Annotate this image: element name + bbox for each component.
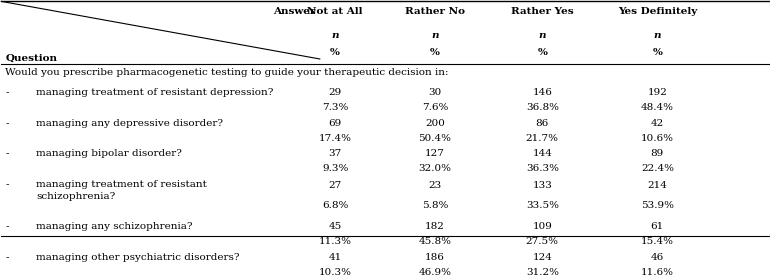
Text: 46: 46 [651, 253, 664, 262]
Text: -: - [5, 222, 8, 231]
Text: managing any schizophrenia?: managing any schizophrenia? [36, 222, 192, 231]
Text: -: - [5, 119, 8, 128]
Text: 50.4%: 50.4% [418, 134, 451, 143]
Text: 61: 61 [651, 222, 664, 231]
Text: 7.3%: 7.3% [322, 103, 348, 112]
Text: 200: 200 [425, 119, 445, 128]
Text: 31.2%: 31.2% [526, 268, 559, 275]
Text: Yes Definitely: Yes Definitely [618, 7, 697, 16]
Text: 30: 30 [428, 88, 441, 97]
Text: managing other psychiatric disorders?: managing other psychiatric disorders? [36, 253, 239, 262]
Text: Rather No: Rather No [405, 7, 465, 16]
Text: -: - [5, 180, 8, 189]
Text: 27: 27 [329, 181, 342, 190]
Text: 192: 192 [648, 88, 668, 97]
Text: Would you prescribe pharmacogenetic testing to guide your therapeutic decision i: Would you prescribe pharmacogenetic test… [5, 68, 449, 77]
Text: 37: 37 [329, 150, 342, 158]
Text: 186: 186 [425, 253, 445, 262]
Text: 36.3%: 36.3% [526, 164, 559, 173]
Text: managing any depressive disorder?: managing any depressive disorder? [36, 119, 223, 128]
Text: 22.4%: 22.4% [641, 164, 674, 173]
Text: 146: 146 [532, 88, 552, 97]
Text: Question: Question [5, 54, 57, 63]
Text: 23: 23 [428, 181, 441, 190]
Text: 27.5%: 27.5% [526, 237, 559, 246]
Text: n: n [538, 31, 546, 40]
Text: Rather Yes: Rather Yes [511, 7, 574, 16]
Text: 32.0%: 32.0% [418, 164, 451, 173]
Text: 33.5%: 33.5% [526, 201, 559, 210]
Text: 182: 182 [425, 222, 445, 231]
Text: %: % [537, 48, 547, 57]
Text: 45: 45 [329, 222, 342, 231]
Text: 109: 109 [532, 222, 552, 231]
Text: 10.3%: 10.3% [319, 268, 352, 275]
Text: 5.8%: 5.8% [422, 201, 448, 210]
Text: 48.4%: 48.4% [641, 103, 674, 112]
Text: %: % [652, 48, 662, 57]
Text: 41: 41 [329, 253, 342, 262]
Text: 9.3%: 9.3% [322, 164, 348, 173]
Text: %: % [330, 48, 340, 57]
Text: managing treatment of resistant depression?: managing treatment of resistant depressi… [36, 88, 273, 97]
Text: 124: 124 [532, 253, 552, 262]
Text: 10.6%: 10.6% [641, 134, 674, 143]
Text: n: n [331, 31, 339, 40]
Text: 15.4%: 15.4% [641, 237, 674, 246]
Text: -: - [5, 253, 8, 262]
Text: 21.7%: 21.7% [526, 134, 559, 143]
Text: 17.4%: 17.4% [319, 134, 352, 143]
Text: n: n [654, 31, 661, 40]
Text: 11.3%: 11.3% [319, 237, 352, 246]
Text: managing bipolar disorder?: managing bipolar disorder? [36, 150, 182, 158]
Text: 36.8%: 36.8% [526, 103, 559, 112]
Text: Not at All: Not at All [307, 7, 363, 16]
Text: 7.6%: 7.6% [422, 103, 448, 112]
Text: 86: 86 [536, 119, 549, 128]
Text: 6.8%: 6.8% [322, 201, 348, 210]
Text: 46.9%: 46.9% [418, 268, 451, 275]
Text: -: - [5, 88, 8, 97]
Text: 144: 144 [532, 150, 552, 158]
Text: 214: 214 [648, 181, 668, 190]
Text: 127: 127 [425, 150, 445, 158]
Text: 11.6%: 11.6% [641, 268, 674, 275]
Text: 133: 133 [532, 181, 552, 190]
Text: managing treatment of resistant
schizophrenia?: managing treatment of resistant schizoph… [36, 180, 207, 201]
Text: 45.8%: 45.8% [418, 237, 451, 246]
Text: 42: 42 [651, 119, 664, 128]
Text: n: n [431, 31, 439, 40]
Text: %: % [430, 48, 440, 57]
Text: 29: 29 [329, 88, 342, 97]
Text: 89: 89 [651, 150, 664, 158]
Text: -: - [5, 150, 8, 158]
Text: 53.9%: 53.9% [641, 201, 674, 210]
Text: 69: 69 [329, 119, 342, 128]
Text: Answer: Answer [273, 7, 316, 16]
